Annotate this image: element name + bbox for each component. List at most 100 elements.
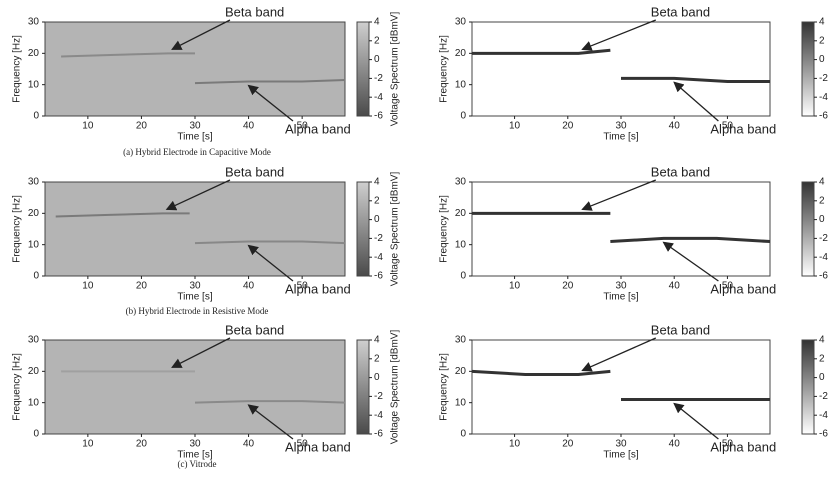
annotation: Beta band xyxy=(225,164,284,179)
y-tick-label: 20 xyxy=(28,366,40,377)
colorbar-tick-label: -2 xyxy=(374,73,383,84)
y-tick-label: 20 xyxy=(455,366,467,377)
y-tick-label: 30 xyxy=(455,177,467,188)
y-tick-label: 10 xyxy=(28,397,40,408)
colorbar-tick-label: -2 xyxy=(374,391,383,402)
annotation-arrow xyxy=(673,81,719,122)
y-tick-label: 10 xyxy=(28,239,40,250)
colorbar-label: Voltage Spectrum [dBmV] xyxy=(390,172,401,287)
annotation-arrow xyxy=(247,84,294,122)
x-tick-label: 20 xyxy=(562,281,574,292)
colorbar-tick-label: -6 xyxy=(374,271,383,282)
band-trace xyxy=(55,212,190,218)
x-tick-label: 40 xyxy=(243,439,255,450)
colorbar-tick-label: -2 xyxy=(819,73,828,84)
colorbar-tick-label: -6 xyxy=(374,111,383,122)
plot-area xyxy=(44,339,346,435)
y-tick-label: 0 xyxy=(460,429,466,440)
colorbar-tick-label: -2 xyxy=(374,233,383,244)
x-tick-label: 20 xyxy=(136,439,148,450)
colorbar-tick-label: -4 xyxy=(374,252,383,263)
annotation-arrow xyxy=(673,402,719,440)
y-axis-label: Frequency [Hz] xyxy=(439,35,450,103)
x-tick-label: 40 xyxy=(243,281,255,292)
x-tick-label: 40 xyxy=(669,281,681,292)
x-tick-label: 20 xyxy=(562,121,574,132)
colorbar-tick-label: 0 xyxy=(374,54,380,65)
y-tick-label: 10 xyxy=(455,239,467,250)
y-tick-label: 30 xyxy=(28,335,40,346)
colorbar xyxy=(356,181,370,277)
x-tick-label: 50 xyxy=(722,439,734,450)
colorbar-tick-label: 0 xyxy=(819,54,825,65)
plot-area xyxy=(471,21,771,117)
x-tick-label: 10 xyxy=(82,439,94,450)
colorbar-tick-label: 4 xyxy=(819,335,825,346)
x-axis-label: Time [s] xyxy=(177,450,212,461)
x-tick-label: 20 xyxy=(136,121,148,132)
colorbar-tick-label: 0 xyxy=(374,372,380,383)
colorbar xyxy=(801,181,815,277)
annotation: Beta band xyxy=(651,322,710,337)
annotation-arrow xyxy=(662,241,719,282)
colorbar xyxy=(356,21,370,117)
x-tick-label: 10 xyxy=(509,439,521,450)
band-trace xyxy=(471,369,611,376)
colorbar-tick-label: -4 xyxy=(819,252,828,263)
plot-area xyxy=(471,339,771,435)
x-tick-label: 20 xyxy=(136,281,148,292)
annotation: Alpha band xyxy=(285,439,351,454)
caption: (a) Hybrid Electrode in Capacitive Mode xyxy=(123,147,271,157)
y-tick-label: 20 xyxy=(455,208,467,219)
colorbar-tick-label: 4 xyxy=(819,17,825,28)
x-axis-label: Time [s] xyxy=(603,450,638,461)
colorbar-tick-label: -4 xyxy=(819,92,828,103)
annotation: Alpha band xyxy=(285,121,351,136)
annotation: Alpha band xyxy=(710,281,776,296)
x-tick-label: 30 xyxy=(615,121,627,132)
x-tick-label: 50 xyxy=(722,121,734,132)
y-tick-label: 0 xyxy=(33,111,39,122)
annotation-arrow xyxy=(247,244,294,282)
x-tick-label: 10 xyxy=(509,281,521,292)
colorbar-tick-label: 2 xyxy=(374,35,380,46)
y-tick-label: 0 xyxy=(460,111,466,122)
colorbar-tick-label: 2 xyxy=(819,195,825,206)
y-tick-label: 0 xyxy=(460,271,466,282)
annotation-arrow xyxy=(171,19,231,50)
x-tick-label: 50 xyxy=(722,281,734,292)
annotation-arrow xyxy=(165,179,231,211)
y-tick-label: 10 xyxy=(455,397,467,408)
colorbar-tick-label: 0 xyxy=(819,214,825,225)
annotation: Beta band xyxy=(651,4,710,19)
y-tick-label: 20 xyxy=(455,48,467,59)
colorbar-tick-label: 4 xyxy=(819,177,825,188)
annotation: Alpha band xyxy=(710,439,776,454)
annotation: Beta band xyxy=(651,164,710,179)
plot-area xyxy=(44,181,346,277)
colorbar-tick-label: -6 xyxy=(819,111,828,122)
colorbar-tick-label: 4 xyxy=(374,335,380,346)
colorbar-tick-label: 4 xyxy=(374,17,380,28)
y-tick-label: 10 xyxy=(455,79,467,90)
x-tick-label: 10 xyxy=(509,121,521,132)
x-tick-label: 30 xyxy=(615,281,627,292)
y-tick-label: 30 xyxy=(455,17,467,28)
y-tick-label: 10 xyxy=(28,79,40,90)
plot-area xyxy=(471,181,771,277)
colorbar xyxy=(801,339,815,435)
colorbar-tick-label: 0 xyxy=(819,372,825,383)
colorbar-label: Voltage Spectrum [dBmV] xyxy=(390,12,401,127)
band-trace xyxy=(621,76,770,84)
x-tick-label: 30 xyxy=(189,439,201,450)
y-tick-label: 20 xyxy=(28,208,40,219)
colorbar-tick-label: 2 xyxy=(374,195,380,206)
caption: (b) Hybrid Electrode in Resistive Mode xyxy=(126,306,269,316)
x-tick-label: 40 xyxy=(669,121,681,132)
colorbar-tick-label: -2 xyxy=(819,233,828,244)
annotation-arrow xyxy=(581,19,657,51)
annotation: Beta band xyxy=(225,4,284,19)
plot-area xyxy=(44,21,346,117)
annotation: Beta band xyxy=(225,322,284,337)
